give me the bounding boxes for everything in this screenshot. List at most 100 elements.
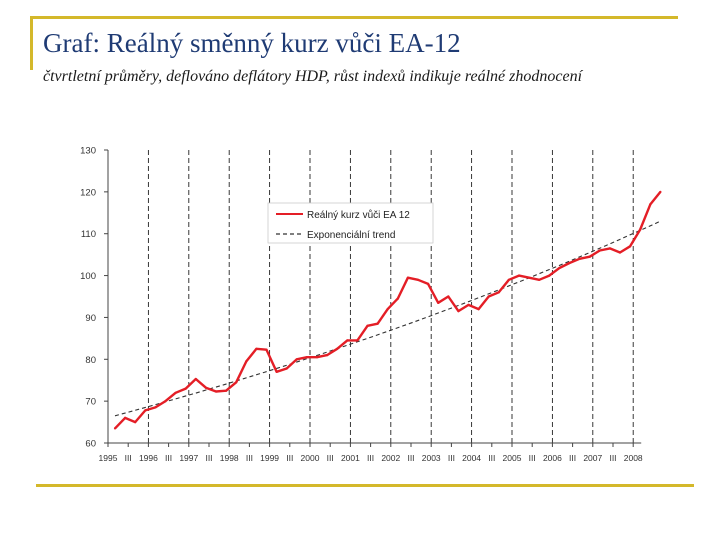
page-subtitle: čtvrtletní průměry, deflováno deflátory … <box>43 68 583 85</box>
real-rate-point <box>154 406 157 409</box>
real-rate-point <box>124 416 127 419</box>
y-tick-label: 70 <box>85 397 96 408</box>
x-tick-label: 2001 <box>341 453 360 463</box>
y-tick-label: 60 <box>85 439 96 450</box>
real-rate-point <box>366 324 369 327</box>
real-rate-point <box>134 421 137 424</box>
bottom-frame-line <box>36 484 694 487</box>
real-rate-point <box>235 381 238 384</box>
real-rate-point <box>538 278 541 281</box>
real-rate-point <box>447 295 450 298</box>
y-tick-label: 130 <box>80 146 96 157</box>
y-tick-label: 110 <box>81 229 96 240</box>
x-tick-label: III <box>327 453 334 463</box>
real-rate-point <box>144 409 147 412</box>
x-tick-label: III <box>448 453 455 463</box>
y-tick-label: 100 <box>80 271 96 282</box>
real-rate-point <box>204 386 207 389</box>
real-rate-point <box>457 310 460 313</box>
real-rate-point <box>174 391 177 394</box>
real-rate-point <box>487 295 490 298</box>
axis-layer: 60 70 80 90 100 110 120 130 1995 III 1996 III 1997 II… <box>80 146 643 464</box>
real-rate-point <box>659 190 662 193</box>
real-rate-point <box>558 266 561 270</box>
real-rate-point <box>649 203 652 206</box>
x-tick-label: III <box>165 453 172 463</box>
real-rate-point <box>517 274 521 277</box>
x-tick-label: 2008 <box>624 453 643 463</box>
real-rate-point <box>326 354 329 357</box>
real-rate-point <box>275 370 278 373</box>
real-rate-point <box>427 282 430 285</box>
real-rate-point <box>214 390 218 393</box>
x-tick-label: 1998 <box>220 453 239 463</box>
x-tick-label: III <box>609 453 616 463</box>
x-tick-label: 2006 <box>543 453 562 463</box>
x-tick-label: 2005 <box>503 453 522 463</box>
left-frame-line <box>30 16 33 70</box>
x-tick-label: III <box>488 453 495 463</box>
real-rate-point <box>184 387 187 390</box>
x-tick-label: III <box>529 453 536 463</box>
real-rate-point <box>608 247 612 250</box>
real-rate-point <box>386 308 389 311</box>
real-rate-point <box>194 377 197 381</box>
legend-box <box>267 202 434 244</box>
x-tick-label: III <box>205 453 212 463</box>
real-rate-point <box>467 303 470 306</box>
real-rate-point <box>295 358 298 361</box>
y-tick-label: 80 <box>85 355 96 366</box>
real-rate-point <box>477 308 480 311</box>
real-rate-point <box>255 347 258 350</box>
series-layer <box>113 190 662 430</box>
x-tick-label: III <box>286 453 293 463</box>
real-rate-point <box>497 291 500 294</box>
x-tick-label: III <box>125 453 132 463</box>
real-rate-point <box>528 276 531 279</box>
trend-series-line <box>114 220 661 417</box>
x-tick-label: 2002 <box>381 453 400 463</box>
x-tick-label: 1999 <box>260 453 279 463</box>
x-tick-label: 1996 <box>139 453 158 463</box>
x-tick-label: 2000 <box>301 453 320 463</box>
real-rate-point <box>416 278 420 281</box>
real-rate-point <box>396 297 399 300</box>
real-rate-point <box>346 339 349 342</box>
real-rate-point <box>507 278 510 281</box>
x-tick-label: III <box>246 453 253 463</box>
real-rate-point <box>113 427 117 430</box>
real-rate-point <box>376 322 379 325</box>
grid-layer <box>107 150 634 443</box>
legend-label-real-rate: Reálný kurz vůči EA 12 <box>307 209 410 221</box>
x-tick-label: 2007 <box>583 453 602 463</box>
real-rate-point <box>336 347 339 350</box>
x-tick-label: III <box>367 453 374 463</box>
real-rate-point <box>598 249 601 252</box>
real-rate-point <box>437 301 440 304</box>
real-rate-point <box>578 257 581 260</box>
x-tick-label: 2004 <box>462 453 481 463</box>
real-rate-point <box>548 274 551 277</box>
real-rate-point <box>285 367 288 370</box>
x-tick-label: 1997 <box>179 453 198 463</box>
real-rate-point <box>406 276 409 279</box>
x-tick-label: III <box>569 453 576 463</box>
real-rate-point <box>618 251 622 254</box>
page-title: Graf: Reálný směnný kurz vůči EA-12 <box>43 28 461 58</box>
real-rate-point <box>164 400 167 403</box>
x-tick-label: 2003 <box>422 453 441 463</box>
real-rate-point <box>315 356 319 359</box>
legend: Reálný kurz vůči EA 12 Exponenciální tre… <box>267 202 434 244</box>
x-tick-label: III <box>407 453 414 463</box>
real-rate-point <box>225 389 228 392</box>
real-rate-point <box>265 348 268 351</box>
real-rate-point <box>356 339 359 342</box>
legend-label-trend: Exponenciální trend <box>307 230 395 241</box>
y-tick-label: 90 <box>85 313 96 324</box>
x-tick-label: 1995 <box>99 453 118 463</box>
real-rate-point <box>245 360 248 363</box>
real-rate-point <box>629 245 632 248</box>
y-tick-label: 120 <box>80 187 96 198</box>
real-rate-point <box>305 356 308 359</box>
